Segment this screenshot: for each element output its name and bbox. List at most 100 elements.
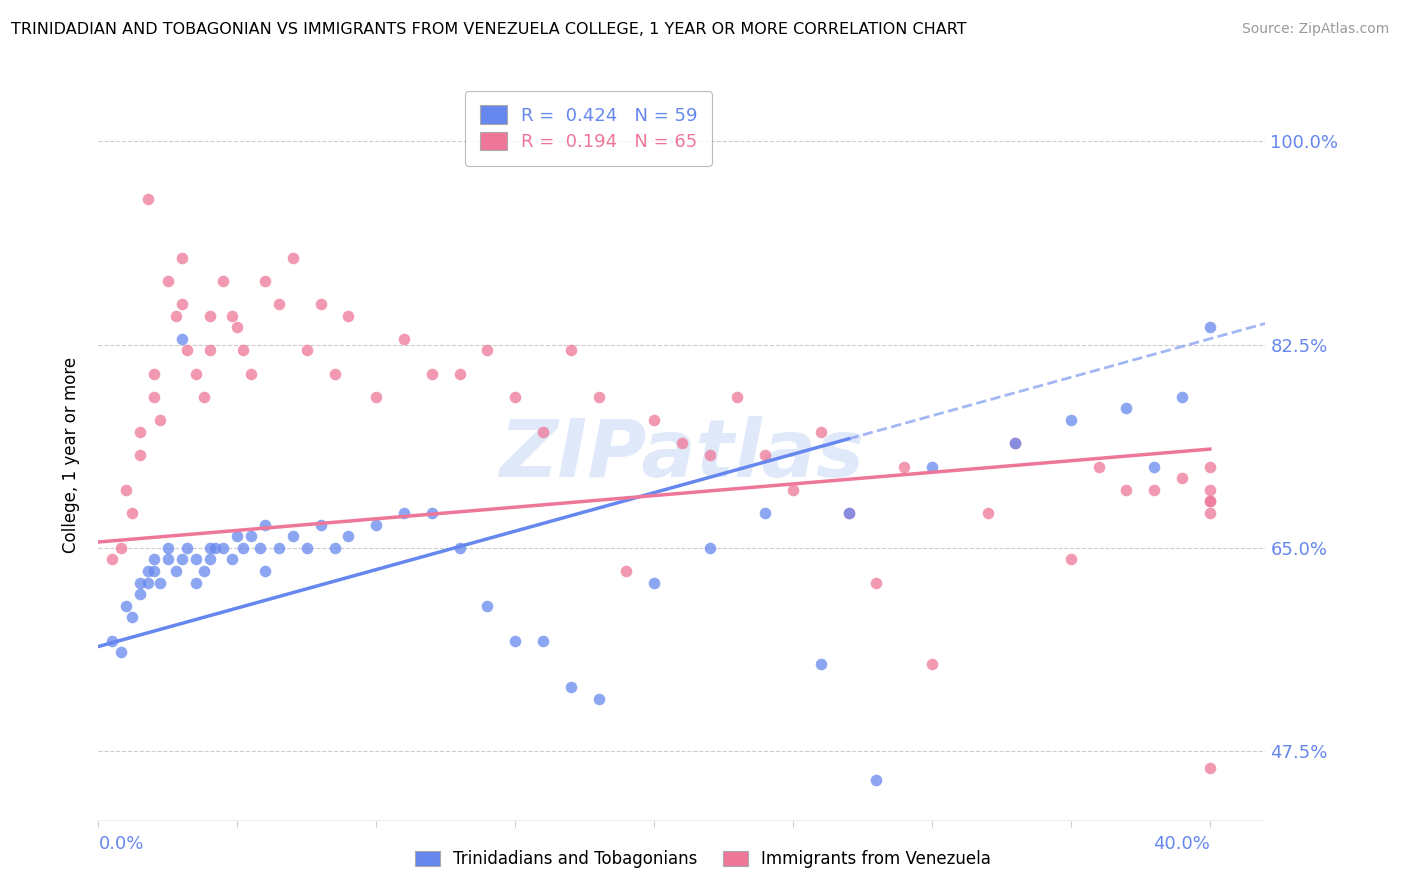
Point (148, 413, 170, 427)
Point (588, 390, 610, 404)
Point (503, 633, 526, 648)
Point (165, 309, 187, 323)
Point (392, 506, 415, 520)
Point (110, 645, 132, 659)
Point (671, 436, 693, 450)
Point (165, 564, 187, 578)
Point (221, 309, 243, 323)
Point (1198, 761, 1220, 775)
Point (101, 552, 124, 566)
Point (1198, 506, 1220, 520)
Point (143, 390, 166, 404)
Point (184, 552, 207, 566)
Point (560, 343, 582, 358)
Point (699, 448, 721, 462)
Point (254, 517, 277, 532)
Point (198, 541, 221, 555)
Point (156, 541, 179, 555)
Point (129, 587, 152, 601)
Point (138, 193, 160, 207)
Point (865, 772, 887, 787)
Point (249, 541, 271, 555)
Point (138, 575, 160, 590)
Point (727, 390, 749, 404)
Point (810, 657, 832, 671)
Point (221, 552, 243, 566)
Point (643, 575, 665, 590)
Point (337, 309, 360, 323)
Text: ZIPatlas: ZIPatlas (499, 416, 865, 494)
Point (1171, 390, 1194, 404)
Legend: R =  0.424   N = 59, R =  0.194   N = 65: R = 0.424 N = 59, R = 0.194 N = 65 (465, 91, 711, 166)
Point (232, 343, 254, 358)
Point (1198, 320, 1220, 334)
Point (101, 633, 124, 648)
Text: 0.0%: 0.0% (98, 835, 143, 853)
Point (1060, 413, 1083, 427)
Point (170, 552, 193, 566)
Point (240, 367, 263, 381)
Point (309, 297, 332, 311)
Y-axis label: College, 1 year or more: College, 1 year or more (62, 357, 80, 553)
Point (267, 297, 290, 311)
Point (614, 564, 637, 578)
Point (198, 309, 221, 323)
Point (477, 599, 499, 613)
Point (212, 541, 235, 555)
Point (184, 575, 207, 590)
Point (754, 506, 776, 520)
Point (893, 459, 915, 474)
Point (295, 343, 318, 358)
Point (232, 541, 254, 555)
Point (865, 575, 887, 590)
Text: Source: ZipAtlas.com: Source: ZipAtlas.com (1241, 22, 1389, 37)
Point (143, 564, 166, 578)
Point (1198, 494, 1220, 508)
Point (1060, 552, 1083, 566)
Point (810, 425, 832, 439)
Point (176, 541, 198, 555)
Point (198, 343, 221, 358)
Point (295, 541, 318, 555)
Point (366, 517, 388, 532)
Point (337, 529, 360, 543)
Point (1115, 401, 1137, 416)
Point (1004, 436, 1026, 450)
Text: TRINIDADIAN AND TOBAGONIAN VS IMMIGRANTS FROM VENEZUELA COLLEGE, 1 YEAR OR MORE : TRINIDADIAN AND TOBAGONIAN VS IMMIGRANTS… (11, 22, 967, 37)
Point (212, 274, 235, 288)
Point (976, 506, 998, 520)
Point (193, 564, 215, 578)
Point (366, 390, 388, 404)
Point (226, 529, 249, 543)
Point (115, 599, 138, 613)
Point (240, 529, 263, 543)
Point (148, 575, 170, 590)
Point (143, 552, 166, 566)
Point (323, 367, 346, 381)
Point (281, 529, 304, 543)
Point (531, 633, 554, 648)
Point (1004, 436, 1026, 450)
Point (921, 459, 943, 474)
Legend: Trinidadians and Tobagonians, Immigrants from Venezuela: Trinidadians and Tobagonians, Immigrants… (408, 844, 998, 875)
Point (115, 483, 138, 497)
Point (503, 390, 526, 404)
Point (921, 657, 943, 671)
Point (138, 564, 160, 578)
Point (1143, 483, 1166, 497)
Point (193, 390, 215, 404)
Point (754, 448, 776, 462)
Point (170, 297, 193, 311)
Point (110, 541, 132, 555)
Point (449, 367, 471, 381)
Point (281, 251, 304, 265)
Point (477, 343, 499, 358)
Point (560, 680, 582, 694)
Point (1087, 459, 1109, 474)
Point (323, 541, 346, 555)
Point (420, 367, 443, 381)
Point (156, 274, 179, 288)
Point (176, 343, 198, 358)
Point (699, 541, 721, 555)
Point (156, 552, 179, 566)
